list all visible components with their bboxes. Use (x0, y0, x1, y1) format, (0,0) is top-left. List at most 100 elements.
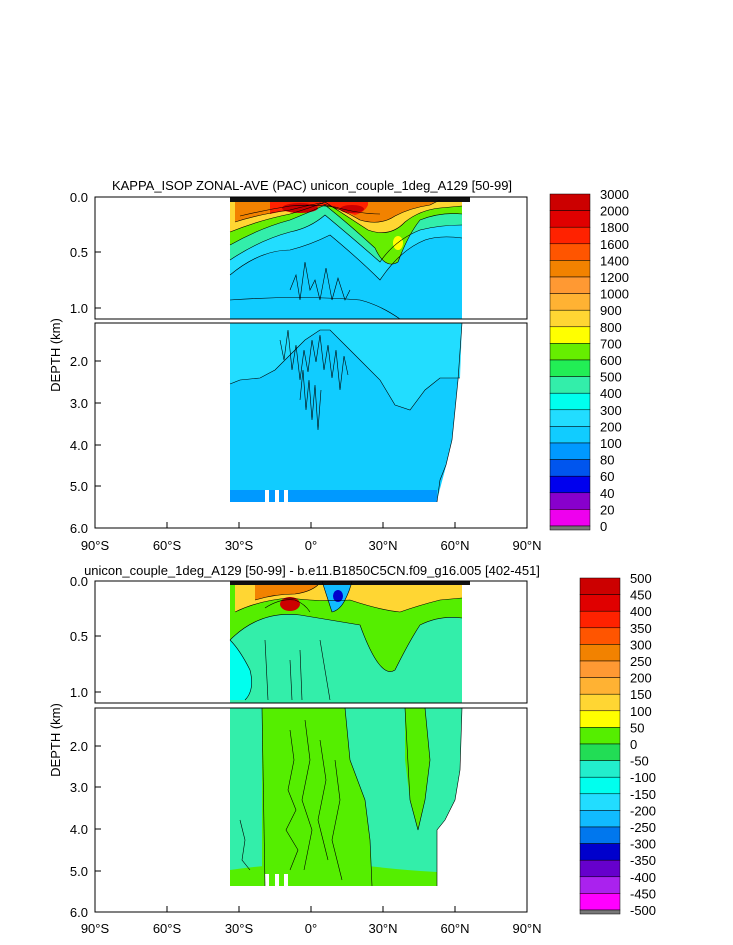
colorbar-2-label-16: -300 (630, 837, 656, 852)
panel-1-lower-bottom-strip (230, 490, 437, 502)
panel-2-xtick-label-4: 30°N (368, 921, 397, 936)
panel-2-lower-bottom-gap-2 (275, 874, 279, 886)
panel-1-upper-frame (94, 196, 528, 320)
colorbar-1-label-15: 100 (600, 436, 622, 451)
colorbar-2-label-15: -250 (630, 820, 656, 835)
panel-1-upper-ytick-label-1: 0.5 (70, 245, 88, 260)
panel-1-upper-band-900-patch (393, 236, 403, 250)
panel-1: KAPPA_ISOP ZONAL-AVE (PAC) unicon_couple… (48, 178, 629, 553)
colorbar-1-swatch-9 (549, 343, 591, 361)
colorbar-2-swatch-16 (579, 843, 621, 861)
colorbar-1-label-14: 200 (600, 419, 622, 434)
colorbar-2-swatch-9 (579, 727, 621, 745)
colorbar-1-swatch-0 (549, 193, 591, 211)
colorbar-1-swatch-10 (549, 359, 591, 377)
colorbar-2-label-19: -450 (630, 886, 656, 901)
colorbar-1-label-5: 1200 (600, 270, 629, 285)
panel-1-lower-plot: 2.0 3.0 4.0 5.0 6.0 (70, 322, 528, 536)
panel-2-upper-orange-band (255, 581, 318, 600)
colorbar-1-label-20: 0 (600, 519, 607, 534)
panel-2-lower-ytick-label-0: 2.0 (70, 739, 88, 754)
colorbar-2-swatch-1 (579, 594, 621, 612)
colorbar-2-label-12: -100 (630, 770, 656, 785)
colorbar-2-label-13: -150 (630, 787, 656, 802)
panel-2-lower-ytick-label-4: 6.0 (70, 905, 88, 920)
colorbar-1-label-3: 1600 (600, 237, 629, 252)
colorbar-2-swatch-3 (579, 627, 621, 645)
panel-2-lower-ytick-label-2: 4.0 (70, 822, 88, 837)
panel-1-xtick-label-4: 30°N (368, 538, 397, 553)
panel-1-xtick-label-1: 60°S (153, 538, 182, 553)
colorbar-2-label-10: 0 (630, 737, 637, 752)
panel-1-ylabel: DEPTH (km) (48, 318, 63, 392)
panel-2: unicon_couple_1deg_A129 [50-99] - b.e11.… (48, 563, 656, 936)
colorbar-2-label-14: -200 (630, 803, 656, 818)
panel-2-upper-contour-lines (229, 581, 463, 701)
colorbar-2-swatch-4 (579, 644, 621, 662)
panel-1-lower-ytick-label-0: 2.0 (70, 354, 88, 369)
panel-1-upper-contour-lines (229, 199, 463, 319)
colorbar-2-label-7: 150 (630, 687, 652, 702)
panel-2-lower-y-ticks: 2.0 3.0 4.0 5.0 6.0 (70, 739, 101, 920)
colorbar-2-label-9: 50 (630, 720, 644, 735)
panel-2-lower-contour-lines (239, 708, 463, 887)
colorbar-2-swatch-0 (579, 577, 621, 595)
panel-2-upper-red-core (280, 597, 300, 611)
colorbar-2-swatch-15 (579, 826, 621, 844)
panel-2-lower-bottom-gap-3 (284, 874, 288, 886)
colorbar-1-swatch-11 (549, 376, 591, 394)
panel-2-xtick-label-0: 90°S (81, 921, 110, 936)
panel-1-xtick-label-0: 90°S (81, 538, 110, 553)
panel-2-upper-frame (94, 580, 528, 704)
panel-1-xtick-label-5: 60°N (440, 538, 469, 553)
panel-1-upper-y-ticks: 0.0 0.5 1.0 (70, 190, 101, 316)
colorbar-2-label-18: -400 (630, 870, 656, 885)
panel-2-upper-y-ticks: 0.0 0.5 1.0 (70, 574, 101, 700)
panel-2-upper-deep-blue-core (333, 590, 343, 602)
colorbar-1-label-7: 900 (600, 303, 622, 318)
panel-2-lower-ytick-label-3: 5.0 (70, 864, 88, 879)
colorbar-1-label-8: 800 (600, 320, 622, 335)
colorbar-1-label-4: 1400 (600, 253, 629, 268)
colorbar-2-swatch-12 (579, 776, 621, 795)
panel-1-lower-field-300 (230, 323, 462, 410)
panel-1-xtick-label-6: 90°N (512, 538, 541, 553)
panel-2-upper-cyan-lens (230, 640, 252, 700)
colorbar-1-swatch-8 (549, 326, 591, 344)
colorbar-2-swatch-10 (579, 743, 621, 761)
colorbar-2-label-0: 500 (630, 571, 652, 586)
colorbar-1-swatch-17 (549, 475, 591, 494)
colorbar-2-label-6: 200 (630, 671, 652, 686)
panel-1-xtick-label-3: 0° (305, 538, 317, 553)
colorbar-1-label-12: 400 (600, 386, 622, 401)
panel-2-lower-green-column (262, 708, 372, 886)
colorbar-2-label-2: 400 (630, 604, 652, 619)
panel-2-lower-plot: 2.0 3.0 4.0 5.0 6.0 (70, 707, 528, 920)
panel-1-lower-ytick-label-4: 6.0 (70, 521, 88, 536)
panel-2-xtick-label-1: 60°S (153, 921, 182, 936)
panel-2-upper-ytick-label-1: 0.5 (70, 629, 88, 644)
panel-2-lower-ytick-label-1: 3.0 (70, 780, 88, 795)
panel-2-xtick-label-6: 90°N (512, 921, 541, 936)
colorbar-2-swatch-18 (579, 876, 621, 894)
colorbar-1-swatch-4 (549, 260, 591, 278)
panel-2-upper-ytick-label-2: 1.0 (70, 685, 88, 700)
colorbar-2-label-5: 250 (630, 654, 652, 669)
panel-2-xtick-label-2: 30°S (225, 921, 254, 936)
panel-2-lower-green-strip (405, 708, 430, 830)
colorbar-1-label-18: 40 (600, 486, 614, 501)
panel-1-lower-bottom-gap-1 (265, 490, 269, 502)
panel-1-lower-bottom-gap-2 (275, 490, 279, 502)
panel-2-lower-bottom-green (230, 863, 437, 886)
colorbar-1-label-19: 20 (600, 502, 614, 517)
colorbar-2-label-20: -500 (630, 903, 656, 918)
panel-1-x-axis: 90°S 60°S 30°S 0° 30°N 60°N 90°N (81, 522, 542, 553)
panel-2-xtick-label-5: 60°N (440, 921, 469, 936)
panel-1-upper-surface-layer (230, 197, 470, 202)
panel-1-lower-ytick-label-2: 4.0 (70, 438, 88, 453)
colorbar-1-label-9: 700 (600, 336, 622, 351)
panel-2-x-axis: 90°S 60°S 30°S 0° 30°N 60°N 90°N (81, 906, 542, 936)
colorbar-1-swatch-12 (549, 392, 591, 411)
panel-2-lower-bottom-gap-1 (265, 874, 269, 886)
colorbar-2-swatch-6 (579, 677, 621, 695)
